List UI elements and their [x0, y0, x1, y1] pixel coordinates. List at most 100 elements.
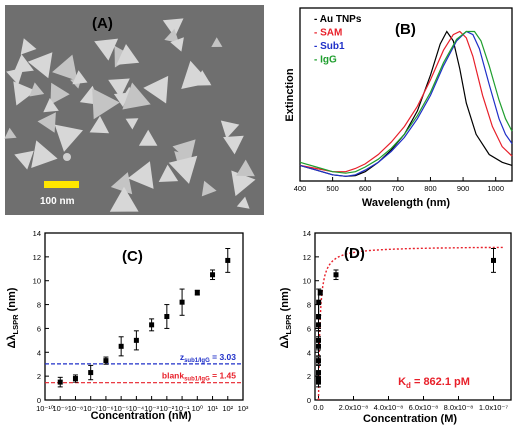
panel-d-data-point — [316, 299, 322, 305]
nanoparticle — [54, 124, 83, 152]
panel-d-x-tick-label: 8.0x10⁻⁸ — [444, 403, 474, 412]
nanoparticle — [201, 180, 217, 197]
nanoparticle — [220, 120, 240, 139]
panel-c-y-tick-label: 0 — [37, 396, 41, 405]
nanoparticles — [4, 18, 256, 212]
panel-b-x-tick-label: 400 — [294, 184, 307, 193]
panel-b-legend-entry: - IgG — [314, 55, 337, 66]
panel-b-x-tick-label: 700 — [392, 184, 405, 193]
panel-c-data-point — [194, 290, 200, 296]
panel-c-x-tick-label: 10⁻² — [159, 404, 174, 413]
nanoparticle — [13, 54, 34, 73]
nanoparticle — [14, 150, 34, 170]
nanoparticle — [116, 44, 140, 65]
panel-c-data-point — [88, 370, 94, 376]
panel-d-x-tick-label: 0.0 — [313, 403, 323, 412]
panel-b-series-line — [299, 30, 513, 173]
panel-b-x-axis-label: Wavelength (nm) — [362, 197, 451, 209]
panel-b-x-tick-label: 600 — [359, 184, 372, 193]
panel-d-fit-line — [317, 246, 504, 401]
nanoparticle — [52, 54, 78, 81]
kd-annotation: Kd = 862.1 pM — [398, 376, 470, 390]
panel-c-reference-label: blanksub1/IgG = 1.45 — [162, 371, 236, 383]
panel-c-reference-label-sub: sub1/IgG — [184, 377, 210, 383]
panel-d-label: (D) — [344, 245, 365, 262]
panel-c-data-point — [225, 257, 231, 263]
panel-b-frame — [299, 7, 513, 182]
panel-d-data-point — [491, 257, 496, 263]
panel-c-x-tick-label: 10⁻⁹ — [52, 404, 68, 413]
panel-b-series — [299, 30, 513, 177]
panel-b-y-axis-label: Extinction — [284, 68, 296, 121]
sem-background — [5, 5, 264, 215]
nanoparticle — [108, 78, 130, 98]
panel-a-sem-image: (A) 100 nm — [4, 5, 264, 215]
panel-b-x-tick-label: 800 — [424, 184, 437, 193]
nanoparticle — [4, 127, 17, 139]
panel-b-series-line — [299, 30, 513, 177]
panel-c-x-tick-label: 10⁻⁵ — [113, 404, 128, 413]
nanoparticle — [50, 82, 70, 105]
nanoparticle — [158, 164, 179, 182]
nanoparticle — [162, 18, 184, 38]
panel-d-data-point — [316, 314, 322, 319]
panel-b-legend: - Au TNPs - SAM - Sub1 - IgG — [314, 14, 362, 66]
panel-d-y-label-sub: LSPR — [284, 314, 293, 335]
nanoparticle — [89, 115, 110, 134]
nanoparticle — [236, 159, 255, 177]
panel-c-y-tick-label: 12 — [33, 253, 41, 262]
panel-c-x-axis-label: Concentration (nM) — [91, 410, 192, 422]
nanoparticle — [109, 186, 139, 212]
panel-d-data-point — [317, 290, 323, 296]
nanoparticle — [164, 28, 179, 43]
panel-c-y-tick-label: 14 — [33, 229, 41, 238]
kd-label-main: K — [398, 376, 406, 388]
nanoparticle — [37, 112, 56, 133]
nanoparticle — [72, 70, 88, 85]
panel-d-y-axis-label: ΔλLSPR (nm) — [279, 287, 293, 348]
panel-c-y-tick-label: 8 — [37, 301, 41, 310]
nanoparticle — [125, 118, 139, 130]
panel-c-data-point — [179, 299, 185, 305]
panel-c-reference-label-main: blank — [162, 371, 184, 381]
panel-c-x-tick-label: 10² — [222, 404, 233, 413]
panel-c-x-tick-label: 10⁻⁶ — [98, 404, 113, 413]
panel-c-y-tick-label: 6 — [37, 324, 41, 333]
panel-d-x-tick-label: 6.0x10⁻⁸ — [409, 403, 439, 412]
nanoparticle — [31, 140, 58, 168]
panel-c-data-point — [118, 343, 124, 349]
panel-c-x-tick-label: 10⁻³ — [144, 404, 159, 413]
panel-c-y-tick-label: 2 — [37, 372, 41, 381]
panel-d-y-tick-label: 0 — [307, 396, 311, 405]
panel-c-reference-label-sub: sub1/IgG — [184, 358, 210, 364]
nanoparticle — [43, 98, 59, 113]
panel-c-x-tick-label: 10⁻⁸ — [68, 404, 83, 413]
panel-c-x-tick-label: 10³ — [238, 404, 249, 413]
panel-b-legend-entry: - SAM — [314, 28, 342, 39]
panel-c-points — [57, 248, 231, 388]
nanoparticle — [27, 52, 53, 79]
nanoparticle — [181, 60, 211, 89]
panel-d-data-point — [316, 370, 321, 376]
panel-c-y-axis-label: ΔλLSPR (nm) — [6, 287, 20, 348]
panel-c-y-label-main: Δλ — [6, 334, 18, 348]
panel-d-ticks: 0.0 2.0x10⁻⁸ 4.0x10⁻⁸ 6.0x10⁻⁸ 8.0x10⁻⁸ 1.0x1… — [303, 229, 509, 412]
panel-d-y-label-unit: (nm) — [279, 287, 291, 314]
nanoparticle — [29, 82, 45, 97]
panel-c-reference-label: zsub1/IgG = 3.03 — [180, 352, 236, 364]
panel-d-y-tick-label: 2 — [307, 372, 311, 381]
panel-d-points — [316, 248, 496, 388]
panel-c-data-point — [149, 322, 155, 328]
panel-c-data-point — [72, 376, 78, 382]
panel-d-x-tick-label: 1.0x10⁻⁷ — [479, 403, 508, 412]
panel-b-legend-entry: - Au TNPs — [314, 14, 362, 25]
panel-d-y-tick-label: 6 — [307, 324, 311, 333]
panel-c-data-point — [210, 272, 216, 278]
panel-d-fit-curve — [317, 246, 504, 401]
nanoparticle — [170, 37, 184, 52]
panel-b-x-tick-label: 500 — [326, 184, 339, 193]
panel-c-reference-label-main: z — [180, 352, 184, 362]
panel-d-y-tick-label: 4 — [307, 348, 311, 357]
panel-c-reference-label-value: = 1.45 — [210, 371, 237, 381]
kd-label-sub: d — [406, 381, 411, 390]
